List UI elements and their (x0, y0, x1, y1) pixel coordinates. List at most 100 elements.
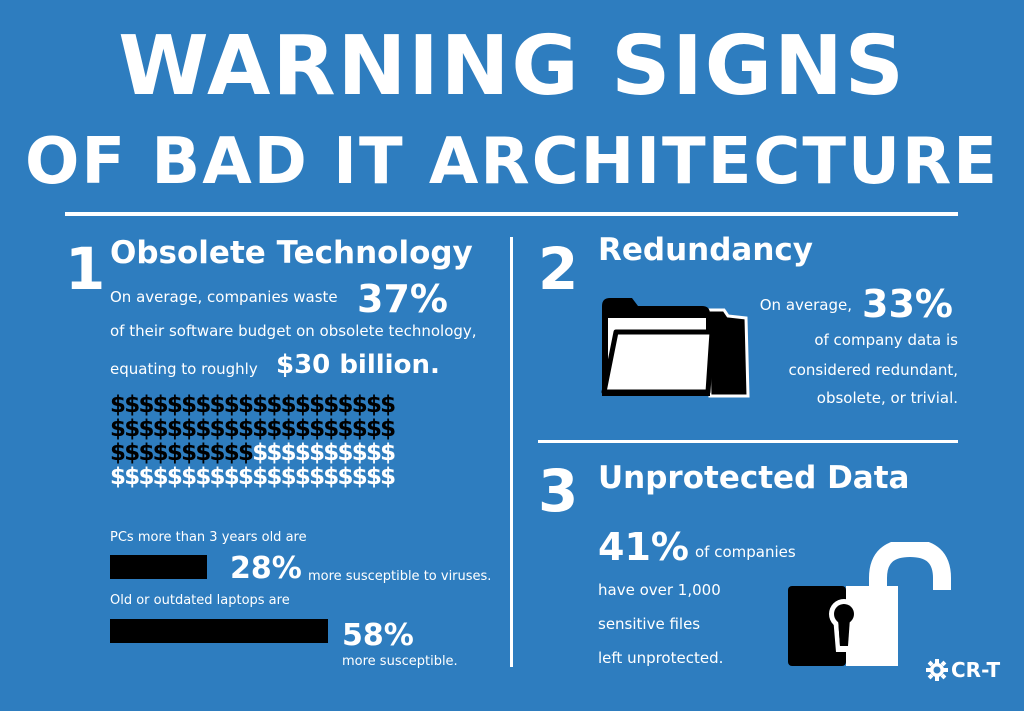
dollar-sign: $ (181, 392, 197, 418)
dollar-sign: $ (237, 464, 254, 490)
dollar-sign: $ (309, 464, 325, 490)
section-3-heading: Unprotected Data (598, 460, 910, 496)
pcs-text: more susceptible to viruses. (308, 569, 492, 584)
dollar-sign: $ (266, 392, 282, 418)
dollar-sign: $ (237, 416, 254, 442)
dollar-sign: $ (209, 464, 226, 490)
dollar-sign: $ (152, 392, 169, 418)
dollar-sign: $ (280, 392, 297, 418)
section-3-text-d: left unprotected. (598, 649, 724, 667)
dollar-sign: $ (209, 440, 226, 466)
dollar-sign: $ (280, 416, 297, 442)
dollar-sign: $ (152, 464, 169, 490)
dollar-sign: $ (365, 392, 382, 418)
dollar-sign: $ (138, 440, 154, 466)
section-3-text-c: sensitive files (598, 615, 701, 633)
dollar-row: $$$$$$$$$$$$$$$$$$$$ (110, 441, 470, 465)
dollar-sign: $ (223, 464, 240, 490)
logo: CR-T (926, 658, 1000, 682)
dollar-sign: $ (138, 464, 154, 490)
dollar-sign: $ (337, 464, 354, 490)
dollar-sign: $ (294, 440, 311, 466)
dollar-sign: $ (166, 392, 183, 418)
dollar-sign: $ (252, 464, 268, 490)
dollar-sign: $ (138, 416, 154, 442)
logo-text: CR-T (951, 658, 1001, 682)
dollar-sign: $ (223, 440, 240, 466)
dollar-sign: $ (237, 440, 254, 466)
dollar-sign: $ (294, 416, 311, 442)
dollar-sign: $ (195, 440, 211, 466)
dollar-sign: $ (124, 440, 140, 466)
section-3-number: 3 (538, 457, 579, 525)
folder-icon (601, 298, 750, 398)
dollar-sign: $ (110, 416, 126, 442)
dollar-sign: $ (166, 440, 183, 466)
section-2-text-b: of company data is (814, 331, 958, 349)
dollar-sign: $ (351, 440, 368, 466)
dollar-sign: $ (237, 392, 254, 418)
pcs-bar (110, 555, 207, 579)
dollar-sign: $ (124, 416, 140, 442)
divider-top (65, 212, 958, 216)
dollar-sign: $ (337, 392, 354, 418)
dollar-sign: $ (309, 392, 325, 418)
dollar-sign: $ (209, 416, 226, 442)
dollar-sign: $ (294, 392, 311, 418)
dollar-row: $$$$$$$$$$$$$$$$$$$$ (110, 417, 470, 441)
dollar-sign: $ (166, 464, 183, 490)
dollar-sign: $ (195, 392, 211, 418)
pcs-stat: 28% (230, 551, 302, 586)
dollar-sign: $ (152, 440, 169, 466)
dollar-sign: $ (351, 464, 368, 490)
dollar-sign: $ (223, 392, 240, 418)
dollar-sign: $ (181, 416, 197, 442)
dollar-sign: $ (365, 464, 382, 490)
dollar-sign: $ (138, 392, 154, 418)
title-line-1: WARNING SIGNS (118, 19, 906, 114)
section-3-stat-a: 41% (598, 525, 689, 569)
section-2-stat-a: 33% (862, 282, 953, 326)
dollar-sign: $ (351, 392, 368, 418)
divider-right (538, 440, 958, 443)
laptops-text: more susceptible. (342, 654, 458, 669)
section-1-text-b: of their software budget on obsolete tec… (110, 322, 477, 340)
dollar-sign: $ (252, 440, 268, 466)
dollar-sign: $ (266, 416, 282, 442)
dollar-sign: $ (309, 440, 325, 466)
dollar-sign: $ (309, 416, 325, 442)
dollar-sign: $ (223, 416, 240, 442)
dollar-sign: $ (209, 392, 226, 418)
laptops-label: Old or outdated laptops are (110, 593, 290, 608)
dollar-sign: $ (124, 464, 140, 490)
dollar-sign: $ (152, 416, 169, 442)
dollar-sign: $ (110, 464, 126, 490)
dollar-sign: $ (337, 440, 354, 466)
dollar-row: $$$$$$$$$$$$$$$$$$$$ (110, 393, 470, 417)
dollar-sign: $ (252, 416, 268, 442)
laptops-stat: 58% (342, 618, 414, 653)
section-1-heading: Obsolete Technology (110, 235, 473, 271)
dollar-sign: $ (351, 416, 368, 442)
dollar-sign: $ (323, 440, 339, 466)
section-1-text-c: equating to roughly (110, 360, 258, 378)
dollar-grid: $$$$$$$$$$$$$$$$$$$$ $$$$$$$$$$$$$$$$$$$$… (110, 393, 470, 489)
dollar-sign: $ (124, 392, 140, 418)
dollar-sign: $ (166, 416, 183, 442)
dollar-sign: $ (323, 416, 339, 442)
section-1-text-a: On average, companies waste (110, 288, 338, 306)
dollar-sign: $ (380, 392, 396, 418)
dollar-sign: $ (380, 440, 396, 466)
dollar-sign: $ (380, 464, 396, 490)
dollar-sign: $ (365, 416, 382, 442)
section-2-heading: Redundancy (598, 232, 813, 268)
dollar-sign: $ (266, 440, 282, 466)
section-2-text-a: On average, (759, 296, 852, 314)
dollar-sign: $ (365, 440, 382, 466)
dollar-sign: $ (110, 440, 126, 466)
dollar-sign: $ (294, 464, 311, 490)
dollar-sign: $ (195, 464, 211, 490)
dollar-sign: $ (323, 464, 339, 490)
laptops-bar (110, 619, 328, 643)
section-3-text-a: of companies (695, 543, 796, 561)
